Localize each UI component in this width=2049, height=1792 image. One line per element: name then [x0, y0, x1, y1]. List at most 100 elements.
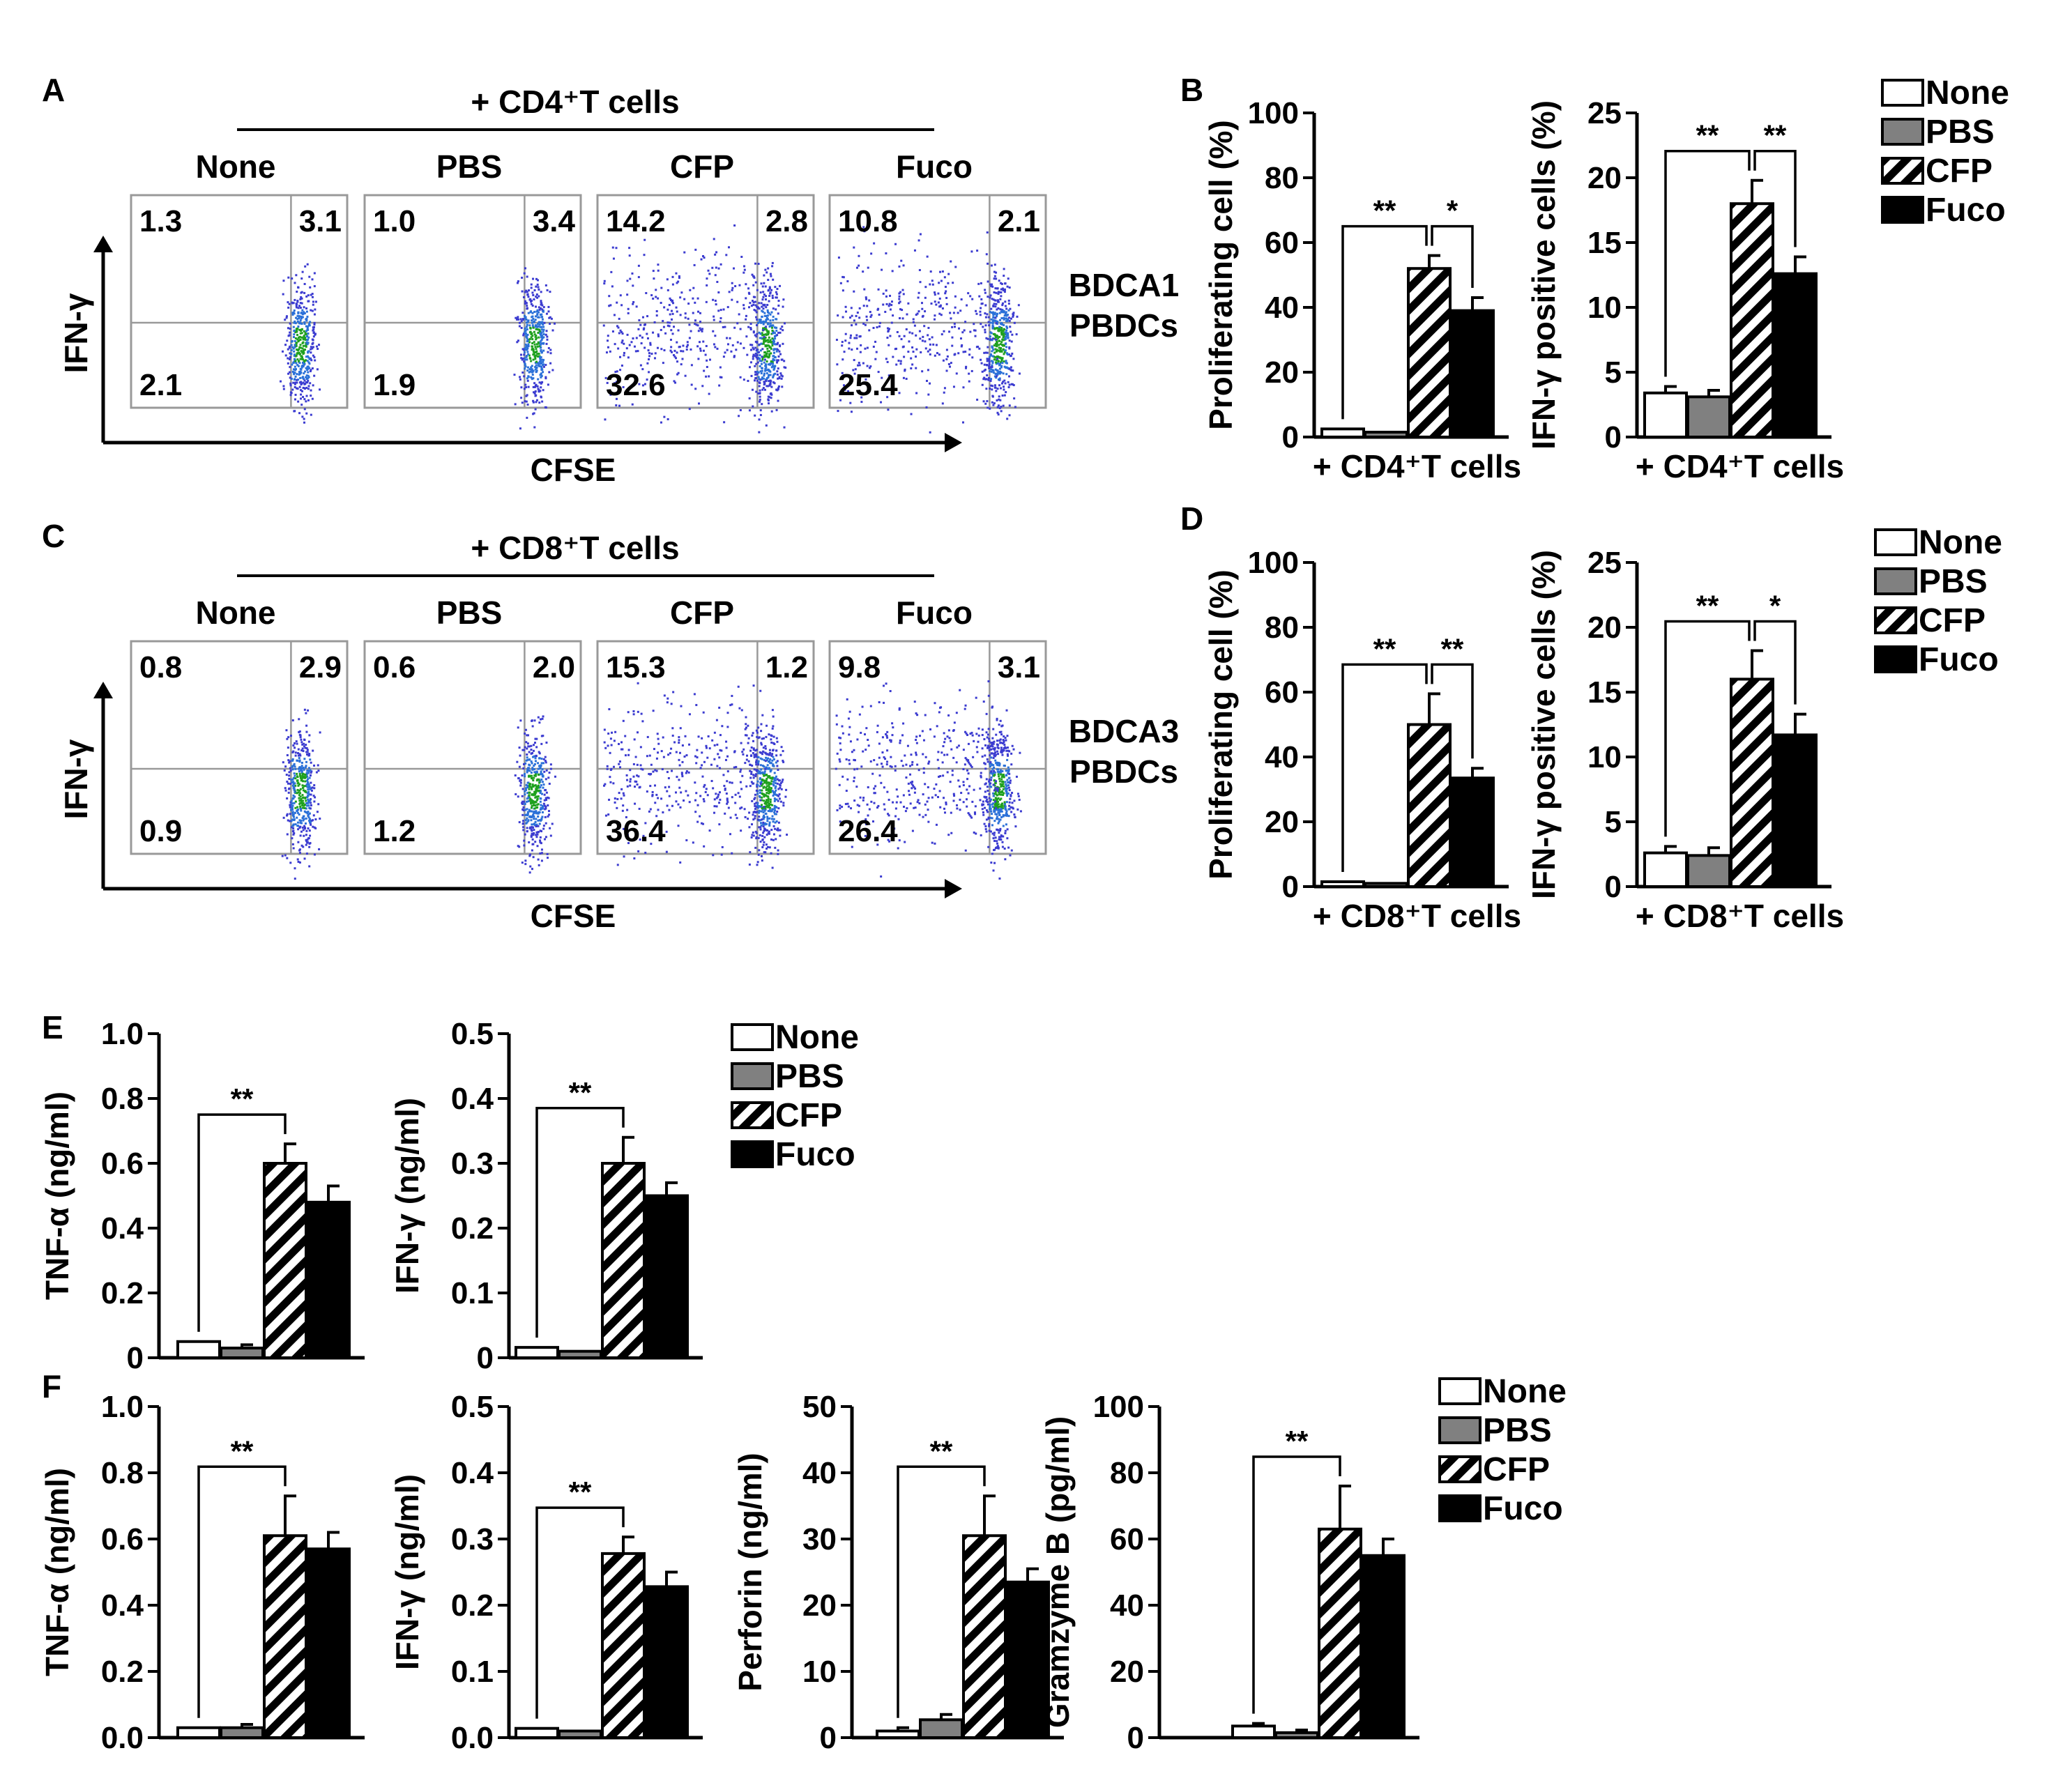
- flow-event: [777, 349, 779, 351]
- flow-event: [986, 809, 989, 812]
- flow-event: [713, 238, 715, 240]
- flow-event: [984, 806, 987, 809]
- flow-event: [621, 332, 624, 335]
- flow-event: [764, 369, 767, 372]
- flow-event: [1010, 806, 1012, 809]
- flow-event: [539, 326, 542, 328]
- flow-event: [1002, 783, 1005, 786]
- flow-event: [1009, 781, 1012, 784]
- flow-event: [996, 764, 999, 767]
- flow-event: [655, 757, 658, 760]
- flow-event: [729, 833, 731, 836]
- flow-event: [307, 816, 310, 819]
- flow-event: [990, 307, 993, 310]
- flow-event: [931, 841, 934, 844]
- flow-event: [770, 366, 773, 369]
- flow-event: [304, 746, 307, 749]
- flow-event: [721, 725, 724, 728]
- flow-event: [997, 787, 1000, 790]
- flow-event: [708, 358, 711, 361]
- flow-event: [763, 809, 766, 812]
- flow-event: [964, 730, 967, 733]
- flow-event: [616, 370, 618, 373]
- flow-event: [957, 744, 960, 747]
- flow-event: [774, 286, 777, 289]
- flow-event: [924, 286, 927, 289]
- flow-event: [701, 385, 704, 388]
- flow-event: [769, 313, 772, 316]
- flow-event: [761, 859, 763, 862]
- flow-event: [521, 401, 524, 404]
- flow-event: [537, 815, 540, 818]
- flow-event: [296, 378, 298, 381]
- flow-event: [675, 272, 678, 275]
- flow-event: [762, 307, 765, 310]
- flow-event: [984, 783, 987, 786]
- flow-event: [995, 344, 998, 347]
- flow-event: [517, 316, 519, 319]
- flow-event: [319, 817, 321, 820]
- flow-event: [305, 785, 307, 788]
- flow-event: [874, 358, 877, 360]
- flow-event: [302, 396, 305, 399]
- flow-event: [762, 811, 765, 813]
- flow-event: [997, 818, 1000, 820]
- flow-event: [738, 795, 741, 798]
- flow-event: [996, 287, 999, 290]
- flow-event: [1000, 815, 1003, 818]
- flow-event: [756, 305, 759, 308]
- flow-event: [282, 388, 285, 390]
- flow-event: [300, 291, 303, 294]
- flow-event: [773, 776, 776, 779]
- flow-event: [999, 319, 1002, 321]
- flow-event: [990, 353, 993, 356]
- flow-event: [782, 804, 785, 807]
- flow-event: [992, 404, 995, 406]
- flow-event: [289, 376, 291, 379]
- flow-event: [911, 781, 914, 783]
- flow-event: [282, 279, 285, 282]
- flow-event: [989, 387, 991, 390]
- flow-event: [657, 737, 660, 740]
- flow-event: [526, 742, 529, 745]
- flow-event: [287, 372, 290, 375]
- flow-event: [984, 328, 987, 331]
- flow-event: [540, 396, 542, 399]
- flow-event: [1001, 362, 1004, 365]
- flow-event: [993, 832, 996, 834]
- flow-event: [526, 379, 529, 382]
- flow-event: [303, 322, 306, 325]
- flow-event: [771, 790, 774, 792]
- flow-event: [756, 769, 759, 772]
- flow-event: [773, 382, 776, 385]
- flow-event: [535, 296, 538, 298]
- flow-event: [756, 811, 759, 813]
- flow-event: [752, 749, 755, 751]
- flow-event: [988, 355, 991, 358]
- flow-event: [761, 376, 763, 379]
- flow-event: [299, 376, 302, 379]
- flow-event: [774, 782, 777, 785]
- flow-event: [971, 800, 974, 803]
- flow-event: [524, 809, 527, 811]
- flow-event: [862, 750, 864, 753]
- flow-event: [305, 330, 308, 332]
- flow-event: [284, 854, 287, 857]
- flow-event: [620, 304, 623, 307]
- flow-header: + CD8⁺T cells: [471, 530, 679, 566]
- flow-event: [886, 736, 889, 739]
- flow-event: [298, 848, 301, 851]
- flow-event: [540, 382, 542, 385]
- flow-event: [761, 388, 764, 391]
- flow-event: [1000, 295, 1003, 298]
- flow-event: [524, 363, 526, 366]
- flow-event: [979, 787, 982, 790]
- flow-event: [305, 335, 308, 338]
- flow-event: [311, 786, 314, 789]
- flow-event: [989, 354, 992, 357]
- flow-event: [310, 351, 312, 354]
- flow-event: [646, 337, 649, 339]
- flow-event: [291, 778, 294, 781]
- flow-event: [524, 331, 526, 334]
